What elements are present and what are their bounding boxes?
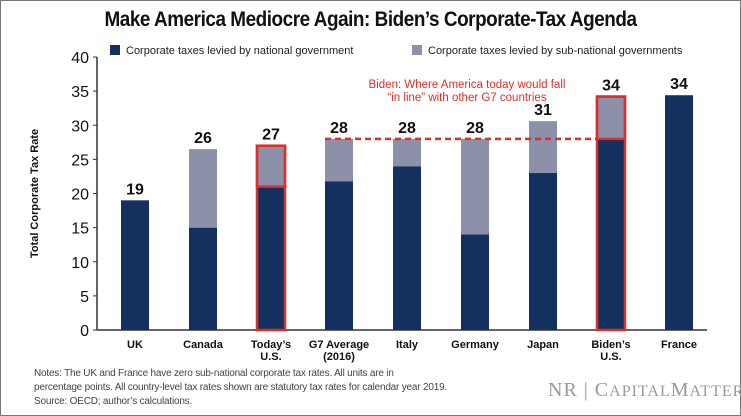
data-label: 27 [262,127,280,144]
y-tick-label: 20 [71,187,89,204]
data-label: 28 [330,120,348,137]
x-tick-label: UK [127,339,143,351]
legend-label: Corporate taxes levied by national gover… [126,45,353,57]
bar-subnational [257,145,285,187]
x-tick-label: Canada [183,339,224,351]
bar-subnational [325,138,353,182]
y-axis-label: Total Corporate Tax Rate [29,129,41,258]
y-tick-label: 25 [71,152,89,169]
bar-national [665,95,693,330]
bar-national [393,166,421,330]
capital-matters-logo: NR | CAPITALMATTERS [548,379,741,401]
y-tick-label: 10 [71,255,89,272]
bar-subnational [189,149,217,228]
x-tick-label: (2016) [323,351,355,363]
highlight-outline-subnational [595,95,627,141]
x-tick-label: U.S. [600,351,621,363]
bar-subnational [393,138,421,167]
legend-swatch [412,45,422,55]
bar-subnational [529,121,557,174]
data-label: 28 [466,120,484,137]
note-line: percentage points. All country-level tax… [34,382,448,393]
bar-national [189,227,217,330]
data-label: 26 [194,130,212,147]
legend-swatch [110,45,120,55]
bar-subnational [597,96,625,139]
y-tick-label: 5 [80,289,89,306]
highlight-outline-subnational [255,144,287,188]
annotation-text: Biden: Where America today would fall [369,79,566,91]
note-line: Notes: The UK and France have zero sub-n… [34,368,394,379]
y-tick-label: 0 [80,323,89,340]
y-tick-label: 40 [71,50,89,67]
x-tick-label: U.S. [260,351,281,363]
note-line: Source: OECD; author’s calculations. [34,396,193,407]
x-tick-label: France [661,339,697,351]
x-tick-label: G7 Average [309,339,369,351]
legend-label: Corporate taxes levied by sub-national g… [428,45,683,57]
y-tick-label: 35 [71,84,89,101]
bar-national [529,173,557,330]
bar-national [121,200,149,330]
data-label: 19 [126,181,144,198]
bar-national [325,181,353,330]
y-tick-label: 15 [71,221,89,238]
data-label: 28 [398,120,416,137]
x-tick-label: Italy [396,339,419,351]
y-tick-label: 30 [71,118,89,135]
bar-national [461,234,489,330]
chart-notes: Notes: The UK and France have zero sub-n… [34,367,447,409]
data-label: 34 [602,78,620,95]
data-label: 34 [670,76,688,93]
bar-subnational [461,138,489,235]
annotation-text: “in line” with other G7 countries [387,92,546,104]
bar-national [257,186,285,330]
x-tick-label: Biden’s [591,339,630,351]
chart-title: Make America Mediocre Again: Biden’s Cor… [104,8,637,31]
x-tick-label: Japan [527,339,559,351]
bar-national [597,138,625,330]
x-tick-label: Today’s [251,339,291,351]
x-tick-label: Germany [451,339,500,351]
data-label: 31 [534,102,552,119]
